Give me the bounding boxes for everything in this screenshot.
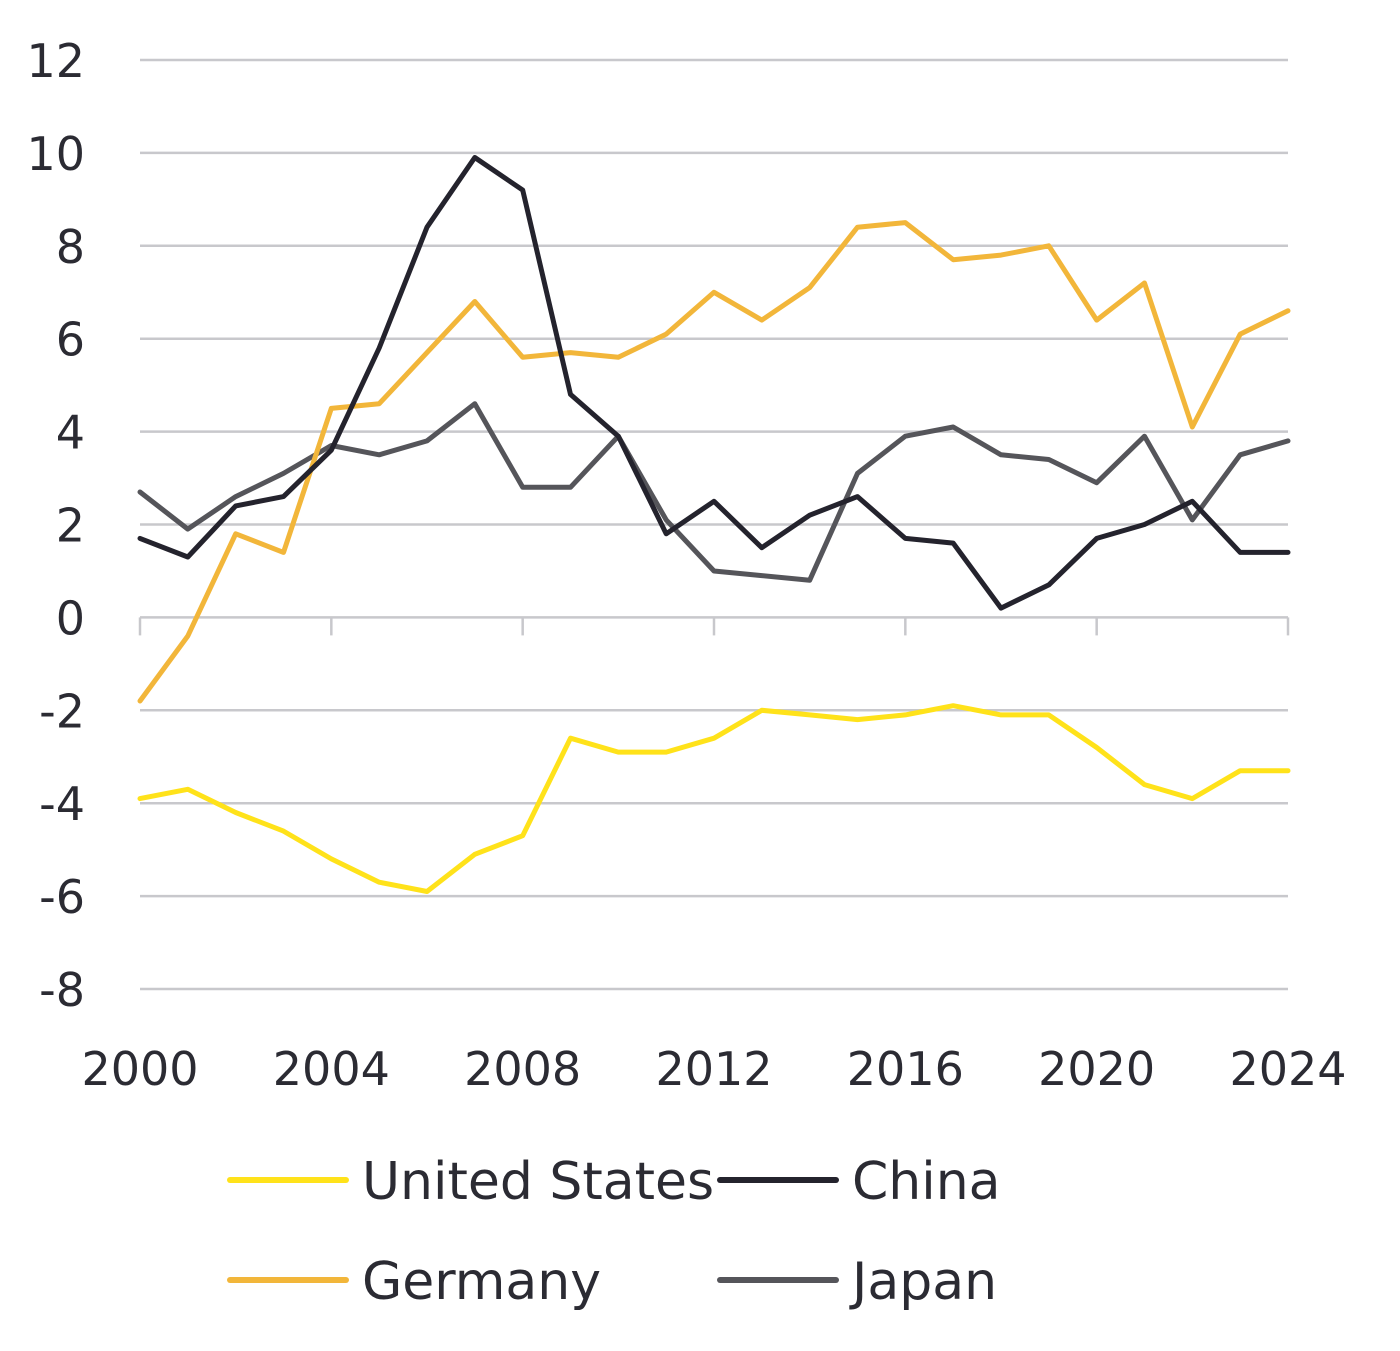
x-axis: 2000 2004 2008 2012 2016 2020 2024 [81,1042,1346,1096]
legend-label-germany: Germany [362,1252,601,1312]
y-tick-label: 4 [56,406,85,460]
legend-item-japan: Japan [717,1252,997,1312]
x-tick-label: 2016 [847,1042,964,1096]
x-tick-label: 2008 [464,1042,581,1096]
x-tick-label: 2020 [1038,1042,1155,1096]
legend-label-united-states: United States [362,1152,714,1212]
legend-label-china: China [852,1152,1001,1212]
y-tick-label: -2 [39,684,85,738]
y-tick-label: -6 [39,870,85,924]
legend-item-united-states: United States [227,1152,714,1212]
x-tick-label: 2000 [81,1042,198,1096]
series-line-china [137,155,1291,611]
y-tick-label: 0 [56,591,85,645]
y-tick-label: 10 [26,127,85,181]
x-axis-tick-marks [138,617,1290,636]
y-tick-label: 2 [56,499,85,553]
y-tick-label: 8 [56,220,85,274]
x-tick-label: 2024 [1229,1042,1346,1096]
series-line-united-states [137,703,1291,894]
y-tick-label: -4 [39,777,85,831]
y-tick-label: 6 [56,313,85,367]
legend: United States China Germany Japan [227,1152,1001,1312]
y-tick-label: 12 [26,34,85,88]
y-axis: 12 10 8 6 4 2 0 -2 -4 -6 -8 [26,34,85,1017]
series-lines [137,155,1291,894]
series-line-germany [137,220,1291,704]
legend-item-china: China [717,1152,1001,1212]
x-tick-label: 2012 [655,1042,772,1096]
legend-label-japan: Japan [849,1252,997,1312]
x-tick-label: 2004 [273,1042,390,1096]
legend-item-germany: Germany [227,1252,601,1312]
series-line-japan [137,401,1291,583]
y-tick-label: -8 [39,963,85,1017]
